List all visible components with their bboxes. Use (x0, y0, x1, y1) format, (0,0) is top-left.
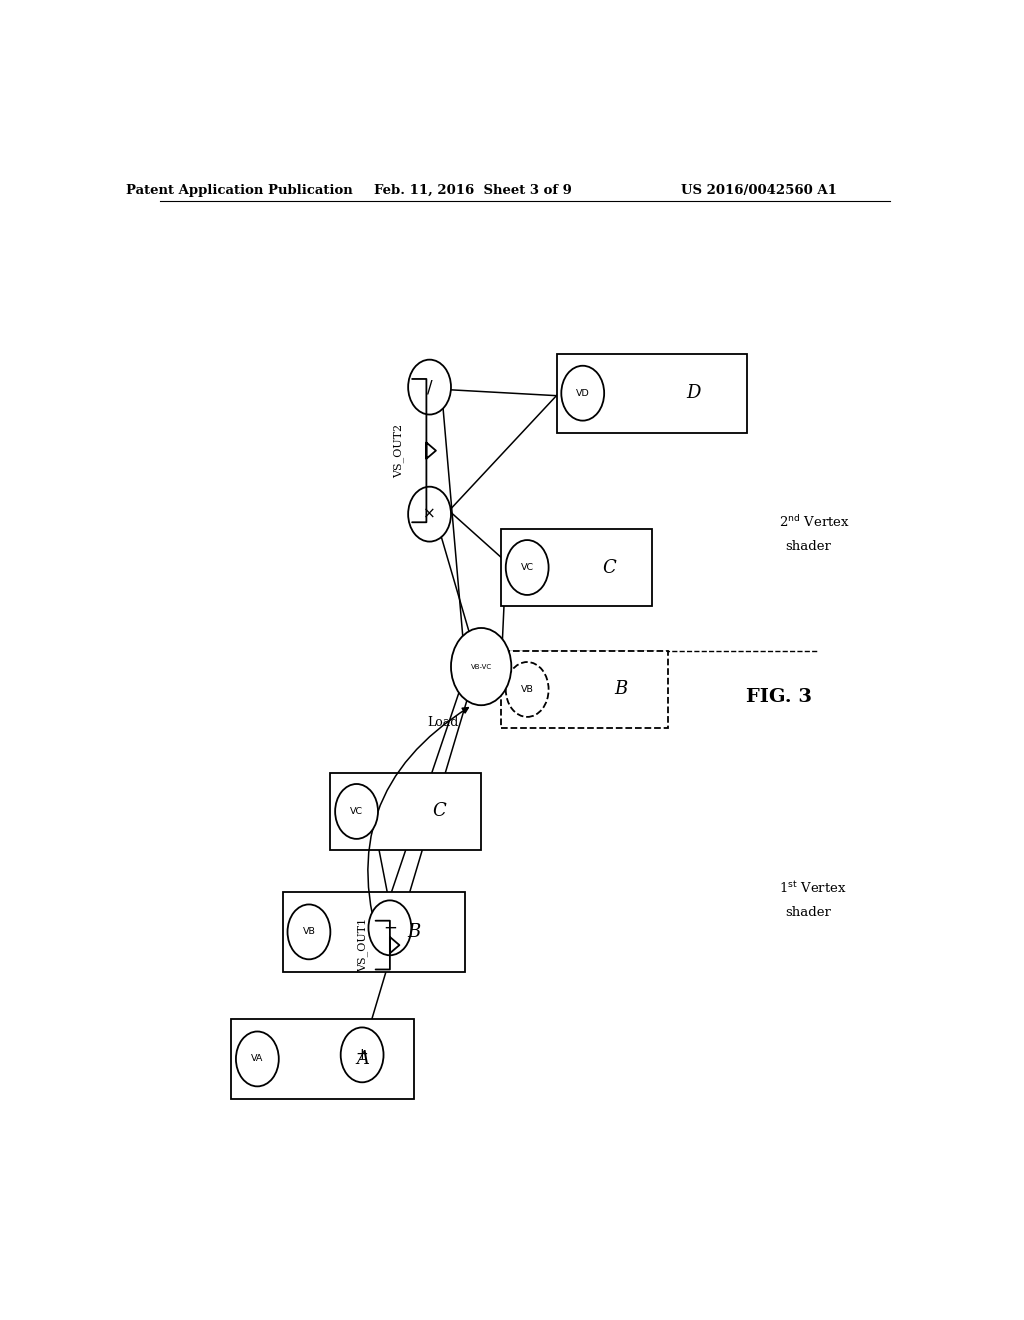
FancyBboxPatch shape (231, 1019, 414, 1098)
Text: VD: VD (575, 388, 590, 397)
Circle shape (506, 663, 549, 717)
Text: shader: shader (785, 906, 830, 919)
Text: A: A (356, 1049, 369, 1068)
Text: Patent Application Publication: Patent Application Publication (126, 183, 352, 197)
Text: FIG. 3: FIG. 3 (745, 688, 812, 706)
Circle shape (341, 1027, 384, 1082)
Text: US 2016/0042560 A1: US 2016/0042560 A1 (681, 183, 837, 197)
Text: −: − (383, 919, 397, 937)
Text: Feb. 11, 2016  Sheet 3 of 9: Feb. 11, 2016 Sheet 3 of 9 (375, 183, 572, 197)
Circle shape (561, 366, 604, 421)
FancyArrowPatch shape (368, 708, 468, 953)
Text: /: / (427, 378, 432, 396)
Text: B: B (614, 681, 628, 698)
Circle shape (409, 487, 451, 541)
Circle shape (409, 359, 451, 414)
Text: ×: × (423, 507, 436, 521)
Text: +: + (355, 1047, 369, 1063)
Text: shader: shader (785, 540, 830, 553)
FancyBboxPatch shape (501, 529, 651, 606)
Text: 1$^{\mathrm{st}}$ Vertex: 1$^{\mathrm{st}}$ Vertex (778, 880, 847, 896)
Text: Load: Load (427, 715, 459, 729)
Text: D: D (686, 384, 700, 403)
Text: B: B (408, 923, 421, 941)
Text: VC: VC (350, 807, 364, 816)
Circle shape (335, 784, 378, 840)
Text: VB-VC: VB-VC (471, 664, 492, 669)
Text: C: C (603, 558, 616, 577)
Circle shape (288, 904, 331, 960)
FancyBboxPatch shape (557, 354, 748, 433)
Text: VC: VC (520, 564, 534, 572)
Text: VA: VA (251, 1055, 263, 1064)
FancyBboxPatch shape (283, 892, 465, 972)
Text: VB: VB (521, 685, 534, 694)
Text: VS_OUT2: VS_OUT2 (393, 424, 404, 478)
Text: VB: VB (302, 928, 315, 936)
Text: VS_OUT1: VS_OUT1 (357, 917, 368, 972)
Text: C: C (432, 803, 445, 821)
Circle shape (451, 628, 511, 705)
Circle shape (506, 540, 549, 595)
Circle shape (236, 1031, 279, 1086)
FancyBboxPatch shape (331, 774, 481, 850)
FancyBboxPatch shape (501, 651, 668, 727)
Circle shape (369, 900, 412, 956)
Text: 2$^{\mathrm{nd}}$ Vertex: 2$^{\mathrm{nd}}$ Vertex (778, 515, 850, 531)
